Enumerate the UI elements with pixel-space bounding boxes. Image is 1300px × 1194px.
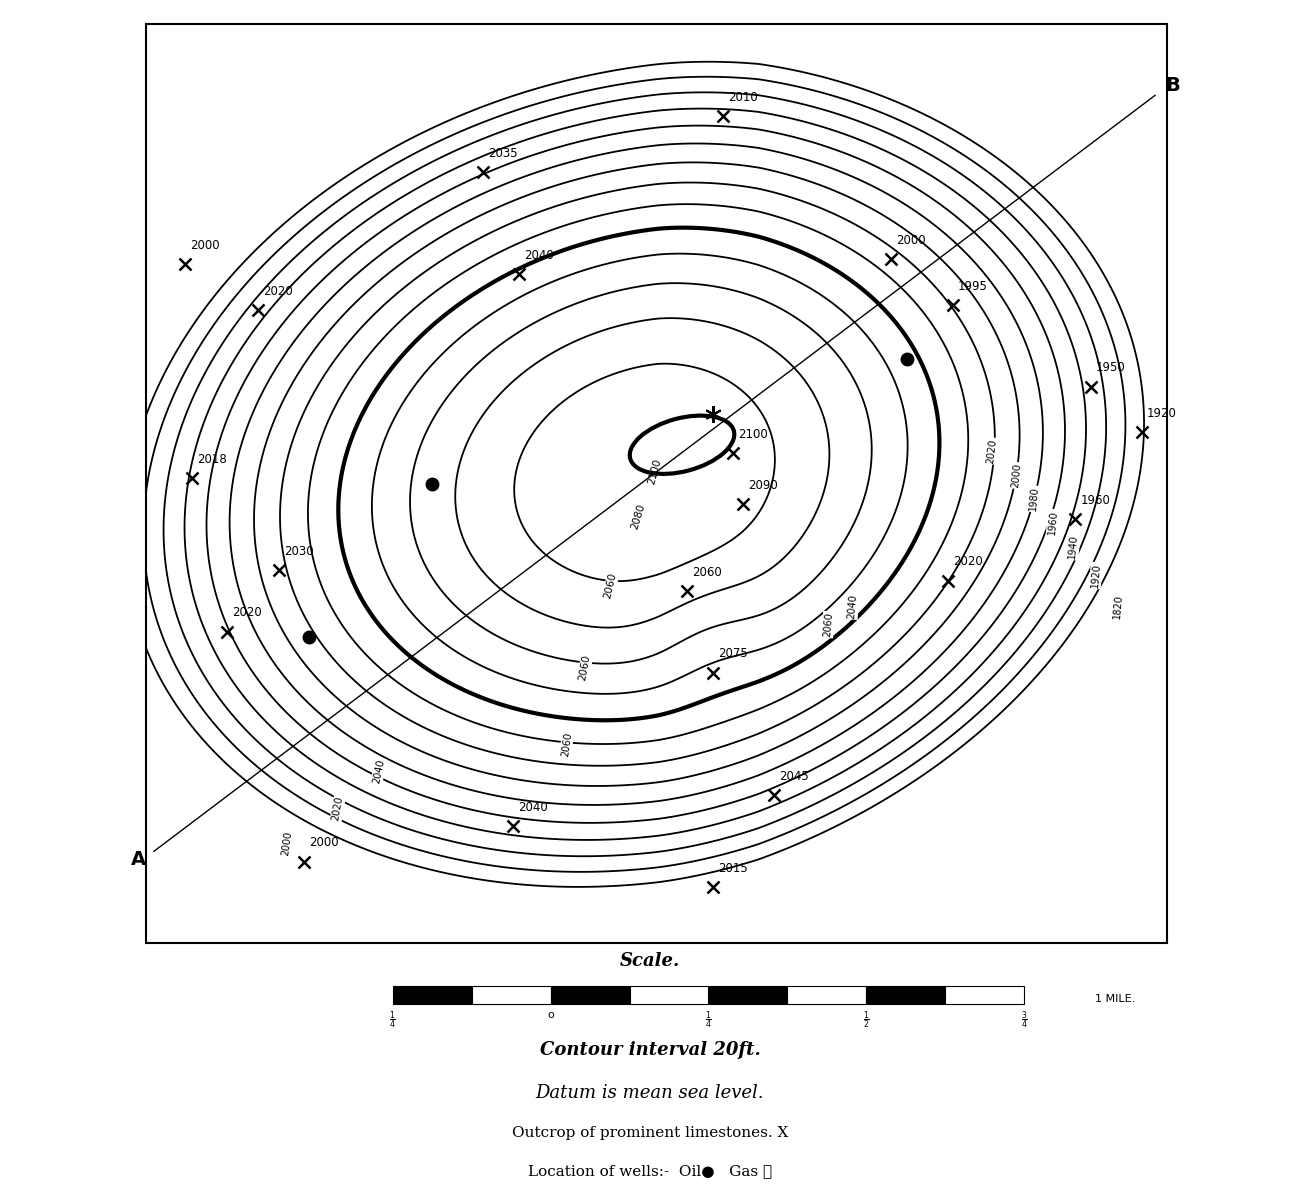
Text: 2045: 2045 xyxy=(779,770,809,783)
Text: 2020: 2020 xyxy=(985,438,998,463)
Text: o: o xyxy=(547,1010,554,1020)
Text: 2040: 2040 xyxy=(519,800,549,813)
Text: 2020: 2020 xyxy=(953,555,983,568)
Text: 1960: 1960 xyxy=(1080,494,1110,507)
Text: 2020: 2020 xyxy=(330,795,344,821)
Text: 2080: 2080 xyxy=(629,503,646,530)
Text: 2018: 2018 xyxy=(196,454,226,466)
Bar xyxy=(945,986,1024,1004)
Text: 2015: 2015 xyxy=(718,862,747,875)
Text: 2060: 2060 xyxy=(822,611,835,638)
Text: 2060: 2060 xyxy=(560,731,573,757)
Text: 2040: 2040 xyxy=(846,593,859,618)
Bar xyxy=(629,986,708,1004)
Text: Datum is mean sea level.: Datum is mean sea level. xyxy=(536,1083,764,1102)
Text: $\frac{1}{4}$: $\frac{1}{4}$ xyxy=(705,1010,712,1032)
Bar xyxy=(551,986,629,1004)
Bar xyxy=(393,986,472,1004)
Text: Location of wells:-  Oil●   Gas ★: Location of wells:- Oil● Gas ★ xyxy=(528,1164,772,1178)
Text: B: B xyxy=(1165,75,1180,94)
Text: 2000: 2000 xyxy=(1010,462,1022,488)
Bar xyxy=(866,986,945,1004)
Text: $\frac{1}{4}$: $\frac{1}{4}$ xyxy=(389,1010,396,1032)
Text: A: A xyxy=(131,850,146,869)
Bar xyxy=(788,986,866,1004)
Text: 2090: 2090 xyxy=(749,479,779,492)
Text: 2000: 2000 xyxy=(280,830,294,856)
Text: 1920: 1920 xyxy=(1147,407,1176,420)
Bar xyxy=(708,986,788,1004)
Text: 1820: 1820 xyxy=(1113,593,1124,618)
Text: 2060: 2060 xyxy=(693,566,722,579)
Text: Scale.: Scale. xyxy=(620,952,680,971)
Text: 2000: 2000 xyxy=(190,239,220,252)
Text: 2020: 2020 xyxy=(263,284,292,297)
Text: 2040: 2040 xyxy=(524,248,554,261)
Text: $\frac{1}{2}$: $\frac{1}{2}$ xyxy=(863,1010,870,1032)
Text: 2020: 2020 xyxy=(233,607,263,620)
Text: 1960: 1960 xyxy=(1046,510,1059,535)
Text: 2035: 2035 xyxy=(488,147,517,160)
Text: 2060: 2060 xyxy=(603,572,619,599)
Text: Contour interval 20ft.: Contour interval 20ft. xyxy=(540,1040,760,1059)
Text: 1995: 1995 xyxy=(958,279,988,293)
Bar xyxy=(472,986,551,1004)
Text: 2030: 2030 xyxy=(283,546,313,558)
Text: 1920: 1920 xyxy=(1089,562,1102,589)
Text: $\frac{3}{4}$: $\frac{3}{4}$ xyxy=(1020,1010,1028,1032)
Text: 2000: 2000 xyxy=(309,836,339,849)
Text: 2075: 2075 xyxy=(718,647,747,660)
Text: 2060: 2060 xyxy=(577,653,593,682)
Text: Outcrop of prominent limestones. X: Outcrop of prominent limestones. X xyxy=(512,1126,788,1140)
Text: 2010: 2010 xyxy=(728,91,758,104)
Text: 1 MILE.: 1 MILE. xyxy=(1095,995,1135,1004)
Text: 2040: 2040 xyxy=(372,758,386,784)
Text: 2100: 2100 xyxy=(738,427,768,441)
Text: 1980: 1980 xyxy=(1028,486,1040,511)
Text: 2000: 2000 xyxy=(897,234,926,247)
Text: 1940: 1940 xyxy=(1067,534,1079,560)
Text: 2100: 2100 xyxy=(646,457,663,485)
Text: 1950: 1950 xyxy=(1096,362,1126,374)
